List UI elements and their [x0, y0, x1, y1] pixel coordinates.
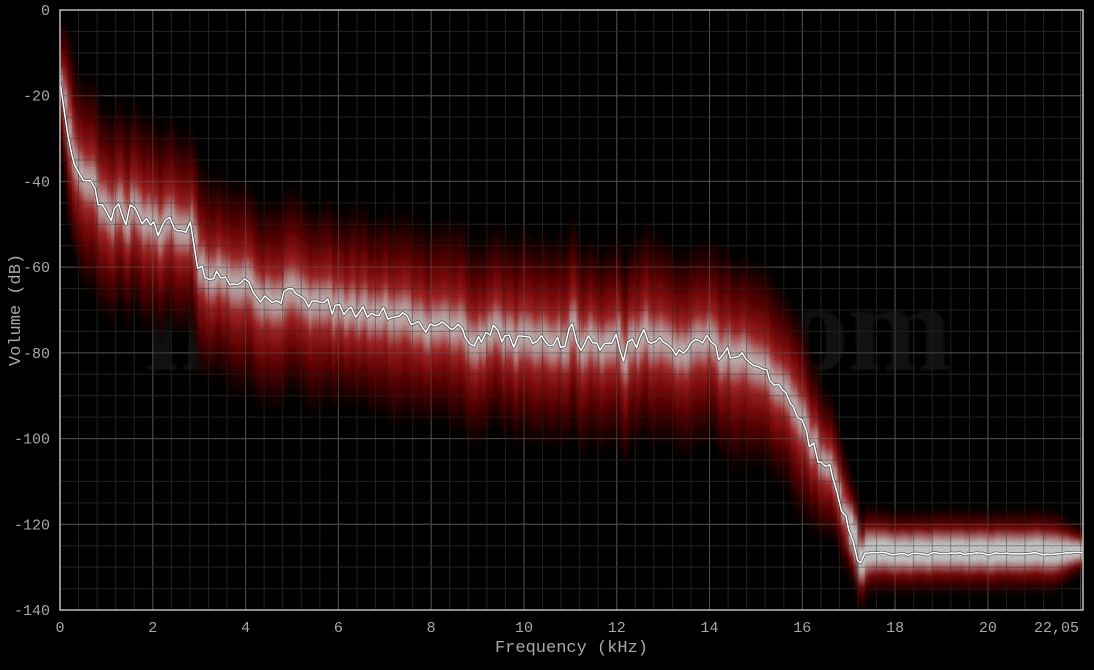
svg-text:22,05: 22,05: [1034, 620, 1079, 637]
svg-text:-120: -120: [14, 517, 50, 534]
svg-text:0: 0: [55, 620, 64, 637]
svg-text:16: 16: [793, 620, 811, 637]
svg-text:6: 6: [334, 620, 343, 637]
svg-text:Volume (dB): Volume (dB): [7, 254, 26, 366]
svg-text:12: 12: [608, 620, 626, 637]
svg-text:-20: -20: [23, 89, 50, 106]
svg-text:-40: -40: [23, 174, 50, 191]
svg-text:10: 10: [515, 620, 533, 637]
svg-text:4: 4: [241, 620, 250, 637]
svg-text:-100: -100: [14, 432, 50, 449]
svg-text:20: 20: [979, 620, 997, 637]
svg-text:2: 2: [148, 620, 157, 637]
svg-text:0: 0: [41, 3, 50, 20]
svg-text:8: 8: [427, 620, 436, 637]
svg-text:Frequency (kHz): Frequency (kHz): [495, 639, 648, 658]
svg-text:-60: -60: [23, 260, 50, 277]
svg-text:-80: -80: [23, 346, 50, 363]
svg-text:14: 14: [701, 620, 719, 637]
svg-text:18: 18: [886, 620, 904, 637]
svg-text:-140: -140: [14, 603, 50, 620]
